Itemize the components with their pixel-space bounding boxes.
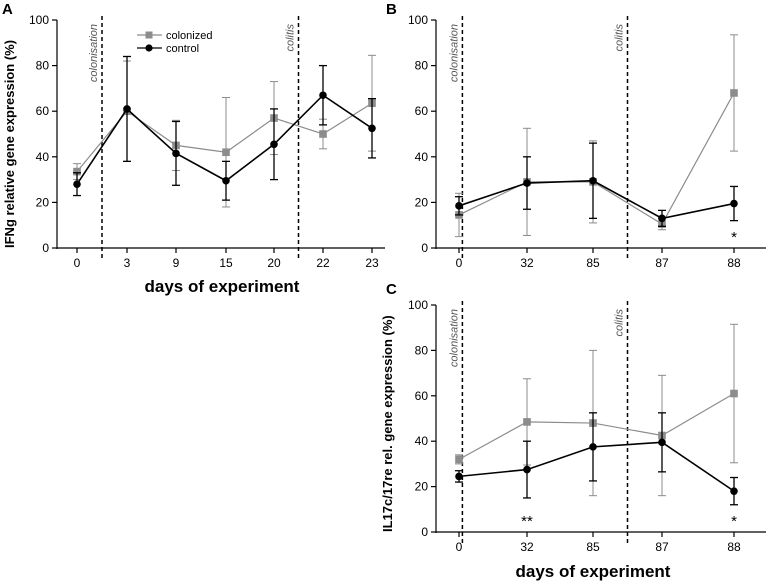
panel-a-ytick-label: 20	[36, 195, 50, 209]
panel-a-vline-label: colonisation	[88, 24, 100, 82]
panel-a-xlabel: days of experiment	[145, 277, 300, 296]
panel-c-point-control	[589, 443, 597, 451]
panel-b-xtick-label: 88	[727, 256, 741, 270]
panel-b-series-control	[455, 142, 738, 227]
legend-marker-control	[145, 44, 153, 52]
panel-b-xtick-label: 87	[655, 256, 669, 270]
panel-b-series-colonized	[455, 34, 738, 238]
panel-a-ytick-label: 0	[42, 241, 49, 255]
panel-a-ytick-label: 40	[36, 150, 50, 164]
panel-a-point-control	[319, 91, 327, 100]
panel-a: 0 20 40 60 80 100 0 3 9 15 20 22 23 colonisation colit…	[29, 13, 385, 270]
panel-letter-c: C	[386, 281, 397, 298]
panel-a-line-control	[76, 94, 373, 185]
panel-a-xtick-label: 15	[219, 256, 233, 270]
panel-a-point-colonized	[222, 148, 230, 157]
panel-b-ytick-label: 60	[415, 104, 429, 118]
panel-b-ytick-label: 100	[408, 13, 428, 27]
panel-c-point-control	[658, 438, 666, 447]
panel-c-xtick-label: 88	[727, 540, 741, 554]
panel-b: 0 20 40 60 80 100 0 32 85 87 88 colonisation colitis…	[408, 13, 766, 270]
panel-b-point-colonized	[730, 89, 738, 97]
panel-a-point-colonized	[319, 130, 327, 138]
panel-a-xtick-label: 20	[267, 256, 281, 270]
panel-b-point-control	[658, 214, 666, 223]
panel-c-significance: **	[521, 513, 533, 530]
panel-c-series-colonized	[455, 323, 738, 497]
panel-c-ytick-label: 0	[421, 525, 428, 539]
panel-c: 0 20 40 60 80 100 0 32 85 87 88 colonisation colitis…	[408, 298, 766, 554]
panel-a-point-control	[73, 180, 81, 188]
panel-c-point-colonized	[730, 389, 738, 398]
panel-c-ylabel: IL17c/17re rel. gene expression (%)	[380, 315, 395, 532]
panel-a-xtick-label: 3	[124, 256, 131, 270]
panel-c-xtick-label: 0	[456, 540, 463, 554]
panel-c-xlabel: days of experiment	[516, 562, 671, 581]
panel-c-significance: *	[731, 513, 737, 530]
panel-c-ytick-label: 80	[415, 343, 429, 357]
panel-a-point-control	[270, 140, 278, 149]
panel-a-series-control	[73, 55, 376, 201]
panel-a-point-control	[222, 176, 230, 185]
panel-c-point-control	[523, 465, 531, 474]
panel-a-ytick-label: 100	[29, 13, 49, 27]
panel-b-vline-label: colitis	[614, 24, 626, 52]
panel-letter-b: B	[386, 1, 397, 18]
panel-c-vline-label: colonisation	[448, 309, 460, 367]
panel-b-ytick-label: 80	[415, 59, 429, 73]
panel-c-ytick-label: 100	[408, 298, 428, 312]
panel-a-point-colonized	[73, 167, 81, 176]
panel-c-ytick-label: 20	[415, 480, 429, 494]
panel-b-significance: *	[731, 229, 737, 246]
panel-c-point-control	[455, 472, 463, 481]
panel-letter-a: A	[2, 1, 13, 18]
panel-b-point-control	[523, 179, 531, 187]
panel-a-xtick-label: 0	[74, 256, 81, 270]
panel-b-point-control	[730, 199, 738, 208]
panel-a-point-control	[368, 124, 376, 133]
panel-a-point-control	[123, 105, 131, 113]
panel-b-xtick-label: 85	[586, 256, 600, 270]
panel-b-xtick-label: 0	[456, 256, 463, 270]
panel-b-vline-label: colonisation	[448, 24, 460, 82]
panel-b-line-colonized	[458, 92, 735, 225]
panel-c-ytick-label: 60	[415, 389, 429, 403]
panel-a-point-control	[172, 149, 180, 158]
panel-a-xtick-label: 9	[173, 256, 180, 270]
panel-c-point-colonized	[523, 418, 531, 426]
panel-a-ylabel: IFNg relative gene expression (%)	[2, 40, 17, 248]
panel-c-series-control	[455, 412, 738, 506]
panel-c-xtick-label: 87	[655, 540, 669, 554]
panel-c-point-colonized	[455, 455, 463, 464]
legend: colonized control	[137, 30, 212, 55]
legend-label-colonized: colonized	[166, 30, 212, 42]
panel-b-ytick-label: 40	[415, 150, 429, 164]
panel-a-ytick-label: 60	[36, 104, 50, 118]
panel-a-ytick-label: 80	[36, 59, 50, 73]
panel-c-vline-label: colitis	[614, 309, 626, 337]
panel-b-ytick-label: 20	[415, 195, 429, 209]
panel-c-point-control	[730, 487, 738, 495]
panel-c-line-control	[458, 441, 735, 492]
panel-b-line-control	[458, 179, 735, 220]
panel-a-xtick-label: 23	[365, 256, 379, 270]
panel-b-point-control	[589, 176, 597, 185]
panel-c-xtick-label: 85	[586, 540, 600, 554]
panel-b-xtick-label: 32	[520, 256, 534, 270]
legend-label-control: control	[166, 43, 199, 55]
panel-b-ytick-label: 0	[421, 241, 428, 255]
panel-c-xtick-label: 32	[520, 540, 534, 554]
panel-c-ytick-label: 40	[415, 434, 429, 448]
panel-b-point-control	[455, 202, 463, 210]
panel-a-xtick-label: 22	[316, 256, 330, 270]
legend-marker-colonized	[145, 31, 153, 39]
panel-a-vline-label: colitis	[285, 24, 297, 52]
